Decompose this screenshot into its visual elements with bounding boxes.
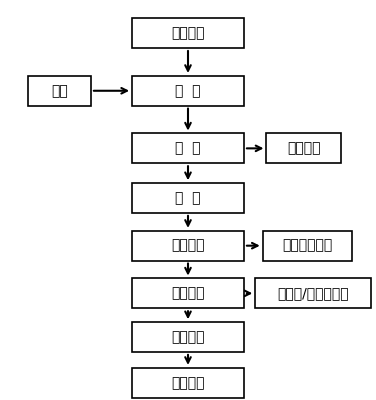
FancyBboxPatch shape [132,322,244,352]
FancyBboxPatch shape [132,76,244,106]
Text: 萃取收铀: 萃取收铀 [171,239,205,253]
FancyBboxPatch shape [132,18,244,48]
FancyBboxPatch shape [266,134,341,163]
Text: 稀土产品: 稀土产品 [171,376,205,390]
Text: 焙  烧: 焙 烧 [175,141,201,155]
Text: 重铀酸铵产品: 重铀酸铵产品 [282,239,332,253]
FancyBboxPatch shape [255,278,371,308]
FancyBboxPatch shape [132,134,244,163]
Text: 硫酸: 硫酸 [51,84,68,98]
Text: 浸  出: 浸 出 [175,191,201,205]
Text: 硝酸钍/氧化钍产品: 硝酸钍/氧化钍产品 [277,286,349,300]
FancyBboxPatch shape [27,76,91,106]
Text: 废气回收: 废气回收 [287,141,320,155]
Text: 稀土溶液: 稀土溶液 [171,330,205,344]
FancyBboxPatch shape [132,368,244,398]
FancyBboxPatch shape [132,183,244,213]
FancyBboxPatch shape [132,231,244,260]
FancyBboxPatch shape [132,278,244,308]
Text: 萃取收钍: 萃取收钍 [171,286,205,300]
Text: 拌  酸: 拌 酸 [175,84,201,98]
FancyBboxPatch shape [263,231,352,260]
Text: 酸不溶渣: 酸不溶渣 [171,26,205,40]
